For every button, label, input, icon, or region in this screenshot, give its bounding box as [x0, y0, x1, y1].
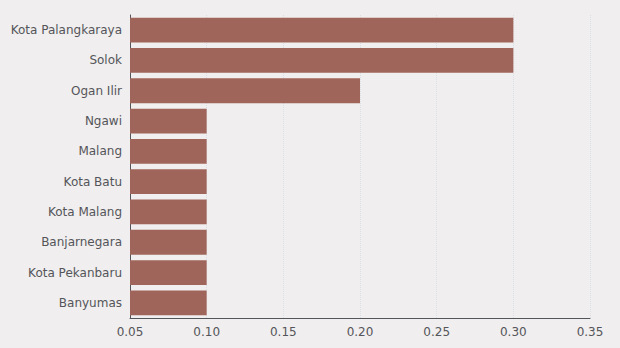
- svg-text:Kota Malang: Kota Malang: [48, 205, 122, 219]
- svg-text:Kota Pekanbaru: Kota Pekanbaru: [28, 266, 122, 280]
- svg-text:0.30: 0.30: [500, 325, 527, 339]
- svg-text:Banyumas: Banyumas: [59, 296, 122, 310]
- svg-text:0.15: 0.15: [270, 325, 297, 339]
- svg-text:0.35: 0.35: [577, 325, 604, 339]
- svg-text:Banjarnegara: Banjarnegara: [41, 235, 122, 249]
- svg-text:0.05: 0.05: [117, 325, 144, 339]
- svg-text:0.20: 0.20: [347, 325, 374, 339]
- svg-text:Kota Palangkaraya: Kota Palangkaraya: [11, 23, 122, 37]
- svg-text:Solok: Solok: [89, 53, 122, 67]
- svg-text:0.25: 0.25: [423, 325, 450, 339]
- svg-text:Kota Batu: Kota Batu: [64, 175, 122, 189]
- svg-text:Malang: Malang: [78, 144, 122, 158]
- svg-text:0.10: 0.10: [193, 325, 220, 339]
- svg-text:Ogan Ilir: Ogan Ilir: [71, 84, 122, 98]
- svg-text:Ngawi: Ngawi: [85, 114, 122, 128]
